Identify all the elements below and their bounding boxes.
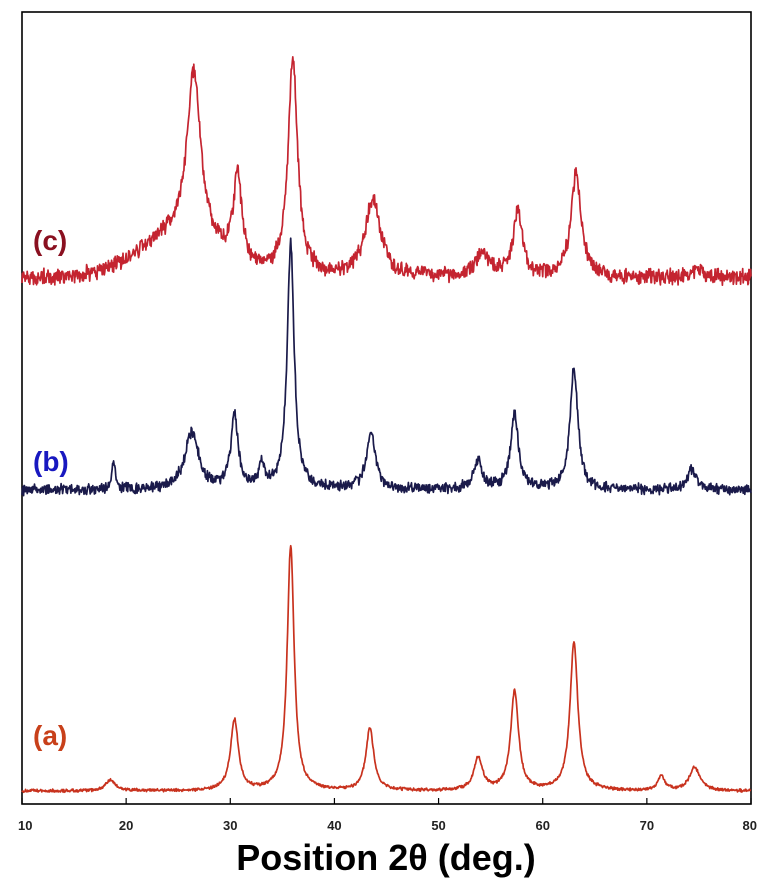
series-line-b [21, 237, 752, 497]
series-label-a: (a) [33, 720, 67, 751]
x-tick-label: 70 [640, 818, 654, 833]
x-tick-label: 20 [119, 818, 133, 833]
series-label-c: (c) [33, 225, 67, 256]
series-line-a [21, 544, 752, 794]
x-tick-label: 60 [535, 818, 549, 833]
x-tick-label: 10 [18, 818, 32, 833]
series-group [21, 56, 752, 794]
x-tick-label: 50 [431, 818, 445, 833]
plot-frame [21, 11, 752, 805]
x-tick-label: 40 [327, 818, 341, 833]
x-tick-label: 30 [223, 818, 237, 833]
x-axis-title: Position 2θ (deg.) [236, 837, 535, 878]
x-axis-ticks: 10 20 30 40 50 60 70 80 [18, 798, 757, 833]
series-line-c [21, 56, 752, 287]
x-tick-label: 80 [743, 818, 757, 833]
series-label-b: (b) [33, 446, 69, 477]
